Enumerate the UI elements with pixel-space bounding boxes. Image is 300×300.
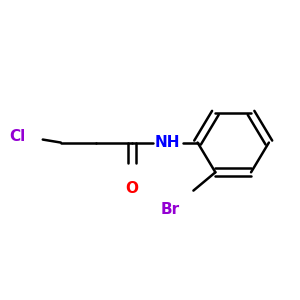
Text: NH: NH [155, 135, 181, 150]
Text: Br: Br [160, 202, 180, 217]
Text: Cl: Cl [9, 129, 25, 144]
Text: O: O [126, 181, 139, 196]
